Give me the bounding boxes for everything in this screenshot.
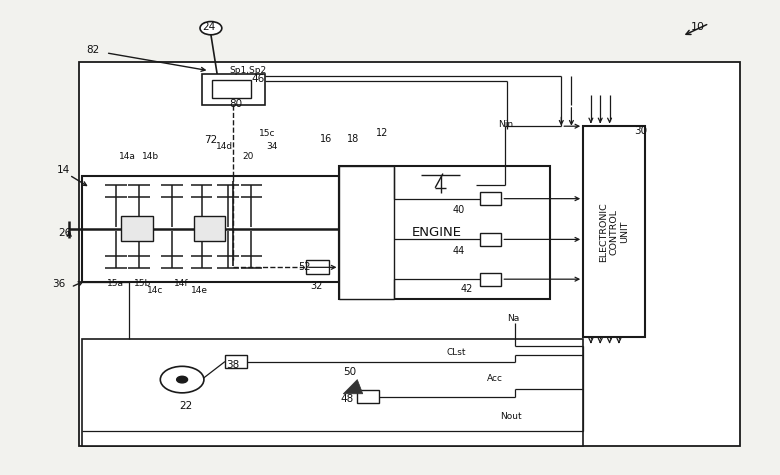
Circle shape [176,376,187,383]
Bar [357,390,379,403]
Text: 14e: 14e [191,286,207,295]
Text: 10: 10 [690,22,704,32]
Text: 15c: 15c [259,129,275,138]
Bar [122,216,153,241]
Text: 36: 36 [52,279,66,289]
Bar [83,339,583,446]
Text: Sp1,Sp2: Sp1,Sp2 [230,66,267,76]
Text: 14c: 14c [147,286,163,295]
Text: 20: 20 [243,152,254,161]
Text: 15b: 15b [134,279,151,288]
Text: 82: 82 [86,46,99,56]
Text: 38: 38 [226,361,239,370]
Text: 42: 42 [460,284,473,294]
Bar [480,192,502,205]
Bar [583,126,645,337]
Text: 40: 40 [452,205,465,215]
Text: 14d: 14d [215,142,232,151]
Text: 46: 46 [251,74,264,84]
Bar [83,176,339,283]
Text: ELECTRONIC
CONTROL
UNIT: ELECTRONIC CONTROL UNIT [599,202,629,262]
Polygon shape [343,380,363,394]
Text: 24: 24 [203,22,216,32]
Text: 32: 32 [310,281,322,291]
Circle shape [161,366,204,393]
Text: 34: 34 [266,142,278,151]
Text: CLst: CLst [446,348,466,357]
Text: 14a: 14a [119,152,136,161]
Text: 14b: 14b [143,152,160,161]
Text: ENGINE: ENGINE [412,226,462,239]
Text: 18: 18 [346,134,359,144]
Text: 48: 48 [341,393,354,404]
Text: 22: 22 [179,400,193,410]
Bar [306,260,329,275]
Text: 72: 72 [204,135,218,145]
Text: 15a: 15a [108,279,125,288]
Text: Na: Na [507,314,519,323]
Text: 80: 80 [229,99,243,109]
Bar [79,62,740,446]
Bar [193,216,225,241]
Text: 16: 16 [320,134,332,144]
Bar [212,80,251,98]
Text: 14: 14 [56,165,69,175]
Text: 44: 44 [452,246,465,256]
Bar [225,355,246,368]
Text: 14f: 14f [174,279,189,288]
Text: Nout: Nout [500,412,522,421]
Text: 50: 50 [343,368,356,378]
Circle shape [200,21,222,35]
Text: 26: 26 [58,228,71,238]
Text: 12: 12 [376,128,388,138]
Text: 52: 52 [298,262,310,272]
Text: 30: 30 [634,126,647,136]
Bar [480,233,502,246]
Bar [339,166,550,299]
Bar [201,74,265,105]
Text: Nin: Nin [498,120,512,129]
Text: Acc: Acc [488,374,503,383]
Bar [480,273,502,286]
Bar [339,166,394,299]
